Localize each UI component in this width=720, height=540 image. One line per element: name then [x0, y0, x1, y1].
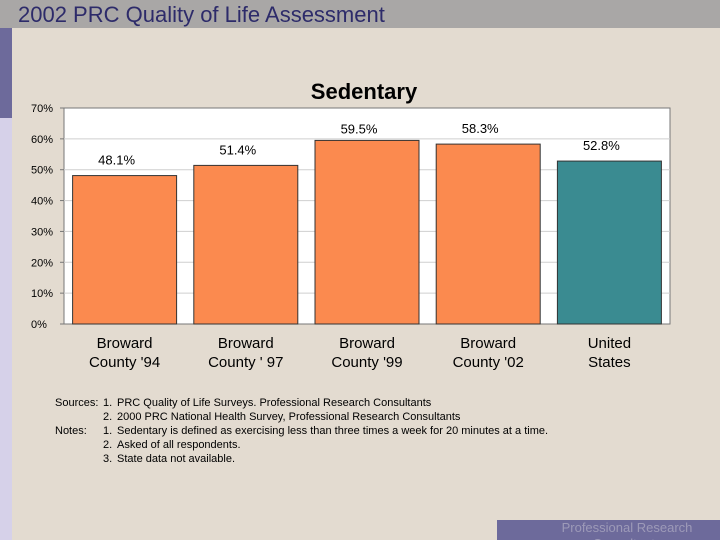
note-row: 3. State data not available.: [55, 452, 548, 466]
y-tick-label: 60%: [31, 134, 53, 146]
source-notes: Sources: 1. PRC Quality of Life Surveys. P…: [55, 396, 548, 466]
bar: [314, 139, 420, 325]
note-row: Sources: 1. PRC Quality of Life Surveys. P…: [55, 396, 548, 410]
note-row: Notes: 1. Sedentary is defined as exercisi…: [55, 424, 548, 438]
category-label: United: [588, 335, 631, 352]
value-label: 51.4%: [219, 142, 256, 157]
value-label: 58.3%: [462, 121, 499, 136]
note-num: 2.: [103, 439, 113, 451]
category-label: County '99: [331, 354, 402, 371]
note-text: 2000 PRC National Health Survey, Profess…: [117, 411, 461, 423]
note-row: 2. 2000 PRC National Health Survey, Profe…: [55, 410, 548, 424]
note-num: 1.: [103, 397, 113, 409]
y-tick-label: 50%: [31, 165, 53, 177]
note-key: Notes:: [55, 425, 87, 437]
bar: [72, 175, 178, 325]
y-tick-label: 30%: [31, 226, 53, 238]
note-row: 2. Asked of all respondents.: [55, 438, 548, 452]
note-num: 3.: [103, 453, 113, 465]
note-key: Sources:: [55, 397, 99, 409]
note-text: Asked of all respondents.: [117, 439, 241, 451]
side-stripe: [0, 28, 12, 540]
category-label: Broward: [460, 335, 516, 352]
category-label: Broward: [97, 335, 153, 352]
category-label: County ' 97: [208, 354, 283, 371]
chart-title: Sedentary: [311, 79, 418, 104]
category-label: County '02: [453, 354, 524, 371]
note-key: [55, 452, 103, 466]
category-label: Broward: [218, 335, 274, 352]
footer-brand-box: Professional Research Consultants: [497, 520, 720, 540]
bar: [193, 164, 299, 325]
category-label: Broward: [339, 335, 395, 352]
x-axis: Broward County '94 Broward County ' 97 Browa…: [89, 335, 631, 371]
note-num: 1.: [103, 425, 113, 437]
bar: [435, 143, 541, 325]
note-key: [55, 410, 103, 424]
value-label: 48.1%: [98, 153, 135, 168]
title-bar: 2002 PRC Quality of Life Assessment: [0, 0, 720, 28]
category-label: States: [588, 354, 631, 371]
footer-brand: Professional Research Consultants: [561, 520, 693, 540]
y-tick-label: 10%: [31, 288, 53, 300]
note-text: Sedentary is defined as exercising less …: [117, 425, 549, 437]
y-tick-label: 70%: [31, 103, 53, 115]
note-num: 2.: [103, 411, 113, 423]
chart: Sedentary 0% 10% 20% 30% 40% 50% 60% 70% 48.1% 5…: [31, 79, 671, 371]
category-label: County '94: [89, 354, 160, 371]
y-tick-label: 40%: [31, 196, 53, 208]
y-tick-label: 0%: [31, 319, 47, 331]
y-tick-label: 20%: [31, 257, 53, 269]
y-axis: 0% 10% 20% 30% 40% 50% 60% 70%: [31, 103, 64, 331]
bar: [556, 160, 662, 325]
value-labels: 48.1% 51.4% 59.5% 58.3% 52.8%: [98, 121, 620, 167]
note-key: [55, 438, 103, 452]
value-label: 59.5%: [341, 121, 378, 136]
side-stripe-accent: [0, 28, 12, 118]
note-text: State data not available.: [117, 453, 236, 465]
bars: [72, 139, 662, 325]
value-label: 52.8%: [583, 138, 620, 153]
slide-title: 2002 PRC Quality of Life Assessment: [18, 2, 385, 27]
note-text: PRC Quality of Life Surveys. Professiona…: [117, 397, 432, 409]
